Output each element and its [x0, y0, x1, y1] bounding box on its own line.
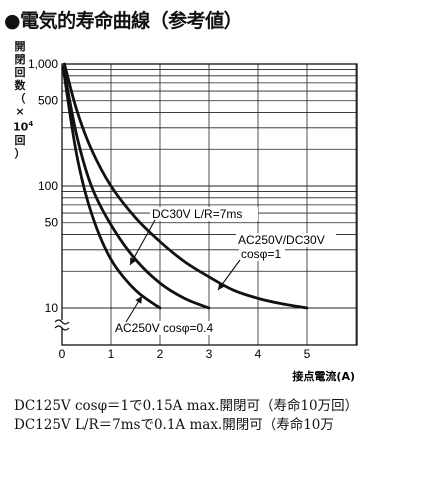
y-label-char: × [15, 105, 25, 118]
y-label-char: 開 [14, 40, 26, 53]
annotation-label: AC250V/DC30V [238, 233, 325, 247]
axis-break-mark [54, 325, 70, 331]
y-label-char: ） [14, 146, 26, 160]
y-axis-label: 開 閉 回 数 （ × 104 回 ） [13, 40, 33, 160]
y-label-exponent: 4 [28, 120, 34, 128]
annotation-label: AC250V cosφ=0.4 [115, 321, 214, 335]
y-tick-label: 500 [38, 94, 58, 108]
life-curve-chart: 0 1 2 3 4 5 10 50 100 500 1,000 接点電流(A) DC30V L/R=7m… [28, 57, 358, 383]
x-tick-label: 1 [108, 347, 115, 361]
y-label-char: 閉 [14, 53, 26, 66]
y-tick-label: 10 [45, 301, 59, 315]
annotation-arrowhead [218, 282, 225, 290]
x-tick-label: 3 [206, 347, 213, 361]
y-label-char: 数 [14, 79, 26, 92]
series-line [62, 65, 211, 310]
axis-break-mark [54, 319, 70, 325]
y-tick-label: 1,000 [28, 57, 58, 71]
y-label-char: 回 [14, 66, 26, 79]
x-tick-label: 2 [157, 347, 164, 361]
y-tick-label: 50 [45, 216, 59, 230]
note-line: DC125V cosφ＝1で0.15A max.開閉可（寿命10万回） [14, 398, 359, 414]
annotation-leader [129, 219, 156, 266]
annotation-bg [239, 247, 285, 261]
annotation-bg [236, 233, 336, 247]
y-label-char: 回 [14, 133, 26, 147]
x-axis-label: 接点電流(A) [292, 369, 355, 383]
axis-break-gap [54, 320, 70, 328]
annotation-label: cosφ=1 [241, 247, 281, 261]
x-tick-label: 0 [59, 347, 66, 361]
annotation-bg [150, 207, 258, 221]
y-label-base: 10 [13, 120, 29, 134]
x-tick-label: 4 [255, 347, 262, 361]
y-label-power: 104 [13, 118, 33, 134]
annotation-arrowhead [130, 257, 137, 265]
note-line: DC125V L/R＝7msで0.1A max.開閉可（寿命10万 [14, 417, 334, 433]
y-tick-label: 100 [38, 179, 58, 193]
chart-heading: ●電気的寿命曲線（参考値） [4, 10, 243, 32]
y-label-char: （ [14, 92, 26, 105]
series-line [62, 68, 162, 310]
annotation-label: DC30V L/R=7ms [152, 207, 242, 221]
plot-frame [61, 63, 358, 346]
annotation-bg [113, 321, 231, 335]
annotation-arrowhead [135, 296, 142, 304]
series-line [63, 62, 309, 310]
x-tick-label: 5 [304, 347, 311, 361]
notes: DC125V cosφ＝1で0.15A max.開閉可（寿命10万回） DC12… [14, 397, 358, 435]
